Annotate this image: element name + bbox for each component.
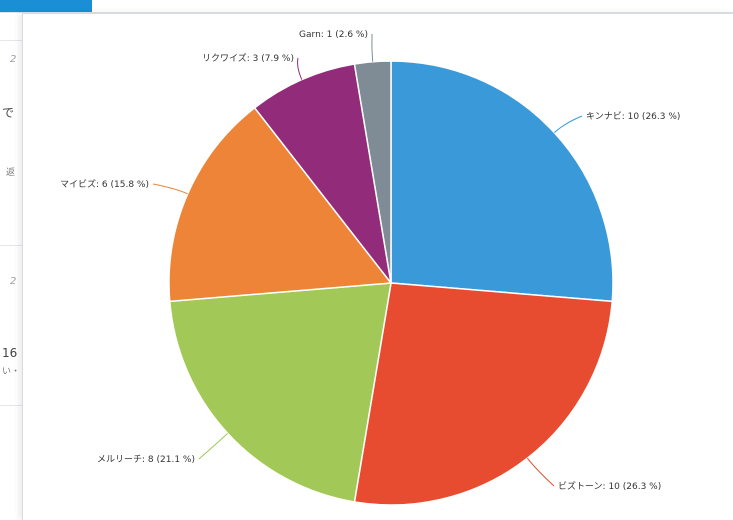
- pie-slice[interactable]: [390, 60, 614, 303]
- list-divider: [0, 405, 22, 406]
- list-item-date: 2: [10, 276, 17, 287]
- leader-line: [526, 457, 555, 487]
- list-divider: [0, 245, 22, 246]
- slice-label: Garn: 1 (2.6 %): [299, 30, 368, 40]
- list-item-count: 16: [2, 346, 18, 360]
- leader-line: [152, 183, 188, 195]
- list-item-note: い・: [2, 367, 21, 377]
- leader-line: [553, 115, 583, 134]
- pie-slice[interactable]: [353, 282, 614, 506]
- pie-slice[interactable]: [168, 282, 392, 503]
- pie-slice[interactable]: [353, 60, 392, 284]
- chart-popup: キンナビ: 10 (26.3 %) ビズトーン: 10 (26.3 %) メルリーチ…: [22, 13, 733, 520]
- active-tab[interactable]: [0, 0, 92, 12]
- slice-label: キンナビ: 10 (26.3 %): [586, 111, 680, 122]
- list-item-text: で: [2, 106, 15, 120]
- list-divider: [0, 40, 22, 41]
- leader-line: [371, 33, 374, 62]
- leader-line: [297, 57, 303, 80]
- list-item-link[interactable]: 返: [6, 168, 16, 178]
- pie-chart: キンナビ: 10 (26.3 %) ビズトーン: 10 (26.3 %) メルリーチ…: [60, 30, 680, 506]
- pie-slice[interactable]: [253, 63, 392, 284]
- header-divider: [0, 12, 733, 13]
- leader-line: [198, 432, 229, 460]
- list-item-date: 2: [10, 54, 17, 65]
- slice-label: マイビズ: 6 (15.8 %): [60, 178, 149, 190]
- slice-label: ビズトーン: 10 (26.3 %): [558, 480, 661, 492]
- slice-label: リクワイズ: 3 (7.9 %): [202, 52, 294, 64]
- slice-label: メルリーチ: 8 (21.1 %): [97, 454, 195, 465]
